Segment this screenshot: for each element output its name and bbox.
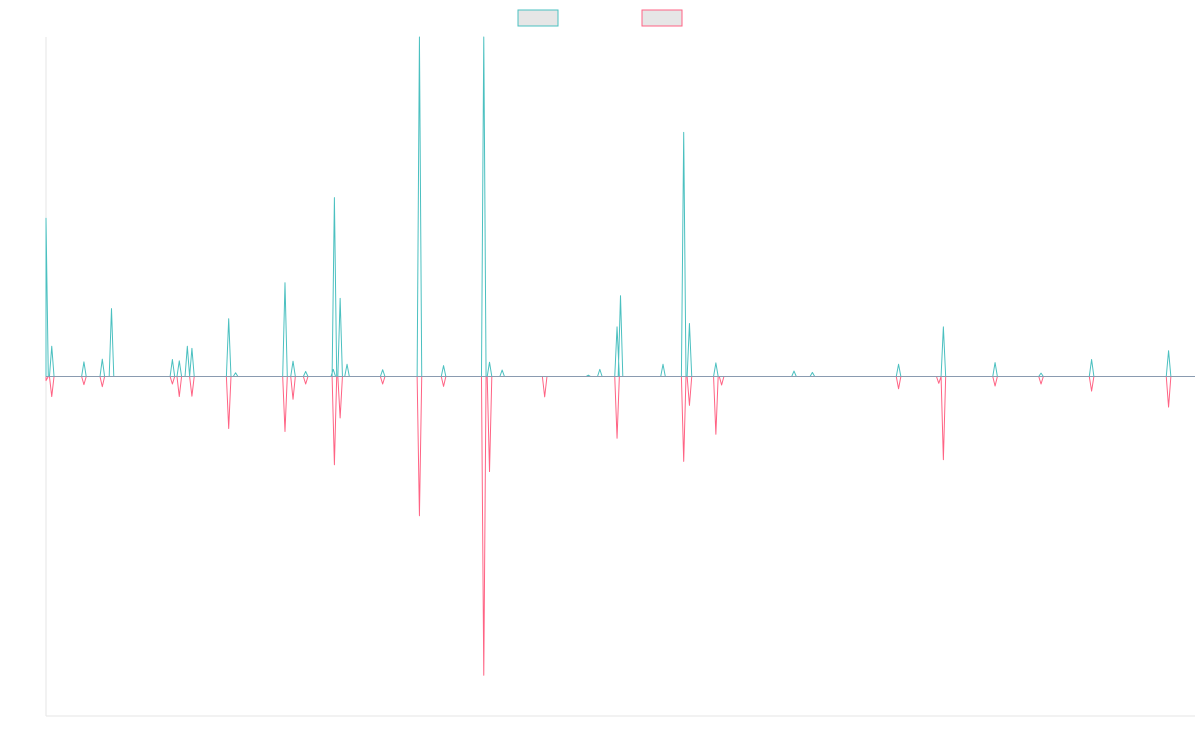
legend-swatch (517, 9, 559, 27)
series-line-negative (45, 376, 1195, 676)
series-layer (45, 36, 1195, 676)
legend-swatch (641, 9, 683, 27)
legend[interactable] (517, 9, 683, 27)
legend-item-negative[interactable] (641, 9, 683, 27)
legend-item-positive[interactable] (517, 9, 559, 27)
series-line-positive (45, 36, 1195, 377)
